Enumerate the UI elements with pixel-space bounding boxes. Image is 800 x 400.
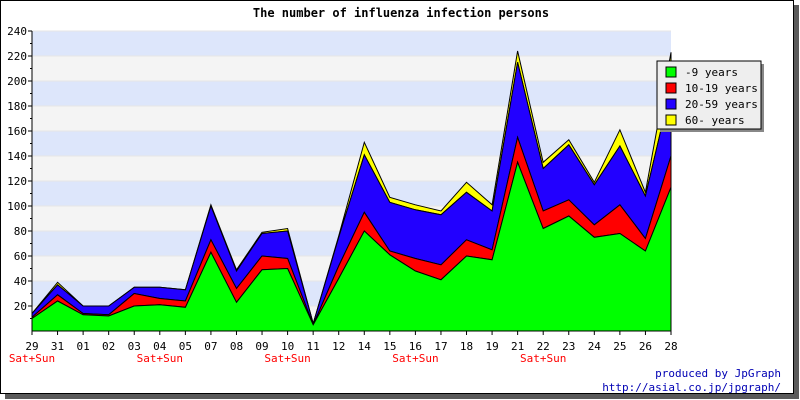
x-tick-label: 21 [511, 340, 524, 353]
grid-band [32, 31, 671, 56]
y-tick-label: 120 [7, 175, 27, 188]
x-weekend-label: Sat+Sun [392, 352, 438, 365]
y-tick-label: 160 [7, 125, 27, 138]
x-tick-label: 11 [307, 340, 320, 353]
legend-entry: -9 years [685, 66, 738, 79]
x-weekend-label: Sat+Sun [137, 352, 183, 365]
legend-entry: 10-19 years [685, 82, 758, 95]
x-tick-label: 29 [25, 340, 38, 353]
x-tick-label: 09 [255, 340, 268, 353]
y-tick-label: 80 [14, 225, 27, 238]
credit-produced-by: produced by JpGraph [655, 367, 781, 380]
legend-swatch [665, 82, 677, 94]
y-tick-label: 20 [14, 300, 27, 313]
x-tick-label: 22 [537, 340, 550, 353]
y-tick-label: 40 [14, 275, 27, 288]
x-tick-label: 08 [230, 340, 243, 353]
x-tick-label: 05 [179, 340, 192, 353]
x-tick-label: 07 [204, 340, 217, 353]
x-tick-label: 26 [639, 340, 652, 353]
x-tick-label: 14 [358, 340, 372, 353]
x-weekend-label: Sat+Sun [520, 352, 566, 365]
x-tick-label: 03 [128, 340, 141, 353]
chart-frame: 20 40 60 80 100 120 140 160 180 200 220 240 29 Sat+Su… [0, 0, 794, 394]
x-tick-label: 31 [51, 340, 64, 353]
legend-swatch [665, 66, 677, 78]
x-tick-label: 02 [102, 340, 115, 353]
y-tick-label: 220 [7, 50, 27, 63]
x-tick-label: 28 [664, 340, 677, 353]
x-tick-label: 17 [434, 340, 447, 353]
x-weekend-label: Sat+Sun [9, 352, 55, 365]
x-tick-label: 01 [76, 340, 89, 353]
y-tick-label: 200 [7, 75, 27, 88]
x-tick-label: 23 [562, 340, 575, 353]
legend-entry: 60- years [685, 114, 745, 127]
chart-title: The number of influenza infection person… [253, 6, 549, 20]
x-tick-label: 24 [588, 340, 602, 353]
axes: 2040608010012014016018020022024029Sat+Su… [7, 25, 678, 365]
y-tick-label: 180 [7, 100, 27, 113]
y-tick-label: 100 [7, 200, 27, 213]
influenza-chart: 2040608010012014016018020022024029Sat+Su… [7, 6, 764, 365]
credit-url[interactable]: http://asial.co.jp/jpgraph/ [602, 381, 781, 394]
x-tick-label: 25 [613, 340, 626, 353]
grid-band [32, 56, 671, 81]
grid-band [32, 81, 671, 106]
x-weekend-label: Sat+Sun [264, 352, 310, 365]
y-tick-label: 60 [14, 250, 27, 263]
x-tick-label: 04 [153, 340, 167, 353]
grid-band [32, 106, 671, 131]
x-tick-label: 15 [383, 340, 396, 353]
x-tick-label: 16 [409, 340, 422, 353]
legend: -9 years 10-19 years 20-59 years 60- years [656, 60, 764, 132]
y-tick-label: 140 [7, 150, 27, 163]
y-tick-label: 240 [7, 25, 27, 38]
x-tick-label: 18 [460, 340, 473, 353]
x-tick-label: 10 [281, 340, 294, 353]
x-tick-label: 12 [332, 340, 345, 353]
legend-entry: 20-59 years [685, 98, 758, 111]
legend-swatch [665, 114, 677, 126]
x-tick-label: 19 [485, 340, 498, 353]
legend-swatch [665, 98, 677, 110]
